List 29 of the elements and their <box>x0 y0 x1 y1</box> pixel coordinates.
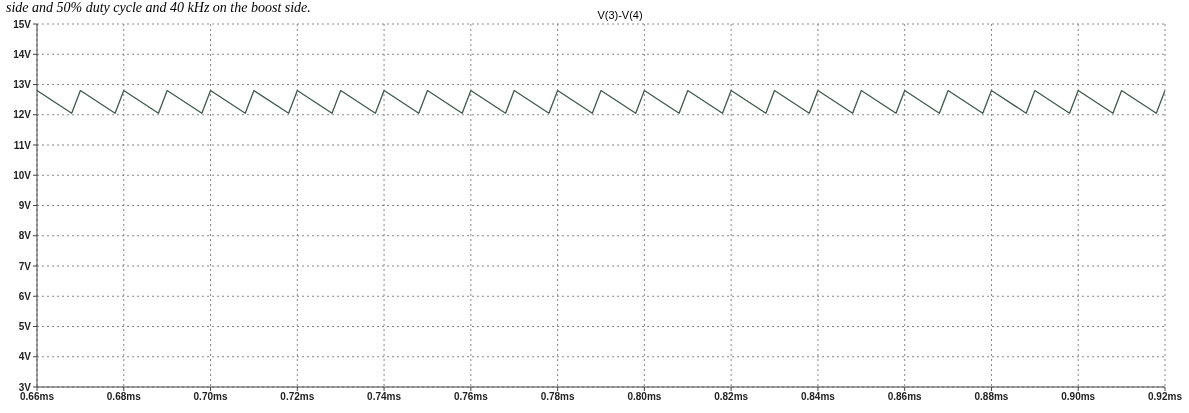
chart-title: V(3)-V(4) <box>596 9 644 21</box>
y-tick-label: 14V <box>13 48 32 60</box>
y-tick-label: 5V <box>18 321 32 333</box>
x-tick-label: 0.66ms <box>20 391 55 403</box>
x-tick-label: 0.90ms <box>1061 391 1096 403</box>
x-tick-label: 0.92ms <box>1148 391 1183 403</box>
y-tick-label: 15V <box>13 18 32 30</box>
y-tick-label: 12V <box>13 109 32 121</box>
x-tick-label: 0.80ms <box>627 391 662 403</box>
y-tick-label: 6V <box>18 290 32 302</box>
y-tick-label: 4V <box>18 351 32 363</box>
x-tick-label: 0.70ms <box>193 391 228 403</box>
x-tick-label: 0.82ms <box>714 391 749 403</box>
y-tick-label: 3V <box>18 381 32 393</box>
y-tick-label: 13V <box>13 79 32 91</box>
x-tick-label: 0.78ms <box>540 391 576 403</box>
text: side and 50% duty cycle and 40 kHz on the boost side. <box>6 0 311 16</box>
y-tick-label: 9V <box>18 200 32 212</box>
y-tick-label: 11V <box>13 139 32 151</box>
y-tick-label: 7V <box>18 260 32 272</box>
y-tick-label: 10V <box>13 169 32 181</box>
x-tick-label: 0.88ms <box>974 391 1009 403</box>
x-tick-label: 0.68ms <box>106 391 142 403</box>
x-tick-label: 0.72ms <box>280 391 315 403</box>
x-tick-label: 0.74ms <box>367 391 402 403</box>
x-tick-label: 0.86ms <box>887 391 923 403</box>
x-tick-label: 0.76ms <box>453 391 489 403</box>
y-tick-label: 8V <box>18 230 32 242</box>
x-tick-label: 0.84ms <box>800 391 836 403</box>
